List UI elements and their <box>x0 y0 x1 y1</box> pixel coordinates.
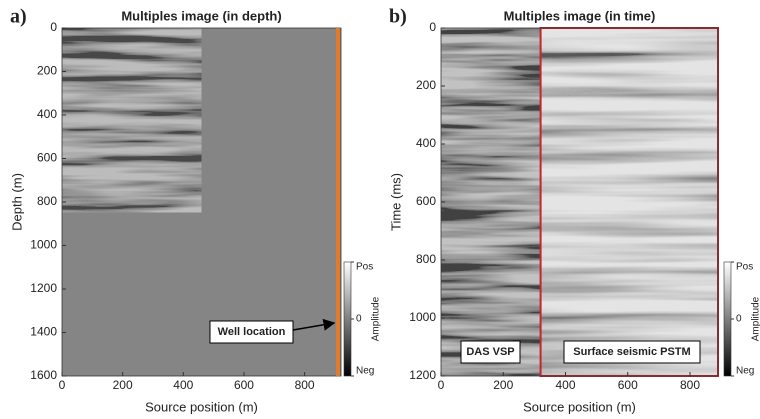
y-tick-label: 600 <box>416 194 436 208</box>
colorbar-tick-label: Neg <box>356 366 374 377</box>
x-tick-label: 0 <box>59 378 66 392</box>
y-tick-label: 400 <box>416 136 436 150</box>
y-tick-label: 200 <box>37 64 57 78</box>
chart-title: Multiples image (in time) <box>504 8 656 23</box>
x-axis-label: Source position (m) <box>145 399 258 414</box>
annotation-box <box>460 340 521 364</box>
y-tick-label: 200 <box>416 78 436 92</box>
colorbar <box>723 261 732 377</box>
y-tick-label: 1400 <box>30 325 57 339</box>
colorbar-tick-label: Pos <box>736 262 753 273</box>
y-tick-label: 400 <box>37 107 57 121</box>
colorbar-label: Amplitude <box>751 296 760 341</box>
colorbar-tick-label: 0 <box>356 314 362 325</box>
chart-title: Multiples image (in depth) <box>121 8 281 23</box>
annotation-text: Surface seismic PSTM <box>573 346 690 358</box>
y-tick-label: 0 <box>429 20 436 34</box>
panel-label: a) <box>10 6 27 28</box>
x-tick-label: 800 <box>680 378 700 392</box>
y-axis-label: Depth (m) <box>9 173 24 231</box>
y-tick-label: 800 <box>37 194 57 208</box>
seismic-texture <box>441 28 541 376</box>
annotation-text: Well location <box>218 326 286 338</box>
colorbar-tick-label: 0 <box>736 314 742 325</box>
x-tick-label: 600 <box>234 378 254 392</box>
y-tick-label: 1200 <box>30 281 57 295</box>
annotation-box <box>209 320 294 344</box>
x-tick-label: 400 <box>173 378 193 392</box>
panel-label: b) <box>389 6 407 28</box>
colorbar-tick-label: Pos <box>356 262 373 273</box>
y-axis-label: Time (ms) <box>388 173 403 231</box>
annotation-arrow <box>292 318 336 331</box>
y-tick-label: 1000 <box>409 310 436 324</box>
panel: 0 200 400 600 800 0 200 400 600 800 1000 1200 Multip… <box>388 6 760 415</box>
x-tick-label: 800 <box>295 378 315 392</box>
colorbar-tick-label: Neg <box>736 366 754 377</box>
surface-texture <box>540 28 718 376</box>
x-tick-label: 200 <box>493 378 513 392</box>
panel: 0 200 400 600 800 0 200 400 600 800 1000 1200 1400 16… <box>9 6 381 415</box>
x-tick-label: 200 <box>113 378 133 392</box>
colorbar <box>343 261 352 377</box>
y-tick-label: 1200 <box>409 368 436 382</box>
x-axis-label: Source position (m) <box>523 399 636 414</box>
y-tick-label: 0 <box>50 20 57 34</box>
y-tick-label: 1600 <box>30 368 57 382</box>
annotation-box <box>563 340 701 364</box>
colorbar-label: Amplitude <box>371 296 382 341</box>
y-tick-label: 800 <box>416 252 436 266</box>
y-tick-label: 1000 <box>30 238 57 252</box>
seismic-texture <box>62 28 202 213</box>
annotation-text: DAS VSP <box>466 346 514 358</box>
y-tick-label: 600 <box>37 151 57 165</box>
x-tick-label: 600 <box>618 378 638 392</box>
x-tick-label: 0 <box>438 378 445 392</box>
x-tick-label: 400 <box>555 378 575 392</box>
